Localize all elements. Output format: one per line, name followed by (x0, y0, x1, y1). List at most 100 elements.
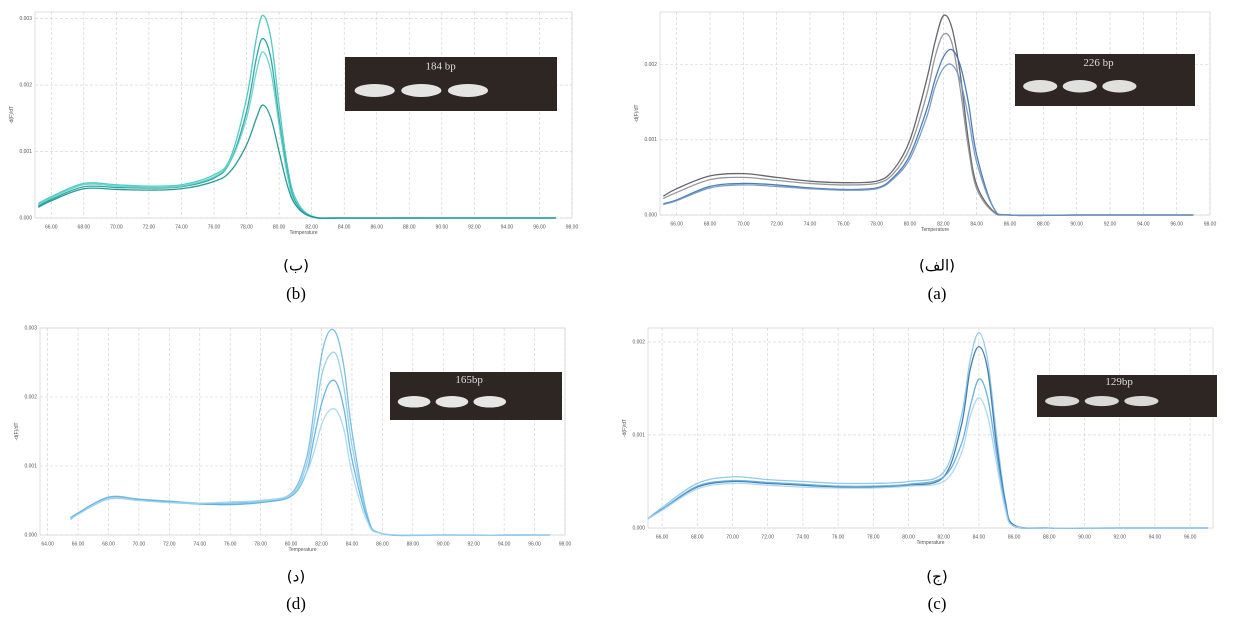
y-tick-label: 0.000 (24, 532, 37, 538)
x-tick-label: 70.00 (133, 541, 146, 547)
plot-area (40, 328, 565, 535)
x-tick-label: 72.00 (761, 534, 774, 540)
x-tick-label: 68.00 (102, 541, 115, 547)
x-tick-label: 94.00 (498, 541, 511, 547)
x-tick-label: 84.00 (338, 224, 351, 230)
gel-band (1124, 396, 1158, 406)
x-axis-title: Temperature (921, 227, 949, 233)
x-tick-label: 84.00 (970, 221, 983, 227)
x-tick-label: 82.00 (315, 541, 328, 547)
x-tick-label: 96.00 (1170, 221, 1183, 227)
x-tick-label: 74.00 (804, 221, 817, 227)
x-tick-label: 70.00 (737, 221, 750, 227)
x-tick-label: 80.00 (902, 534, 915, 540)
gel-label: 165bp (455, 374, 483, 386)
gel-band (355, 84, 395, 97)
gel-band (398, 396, 431, 408)
x-tick-label: 76.00 (832, 534, 845, 540)
y-axis-title: -d(F)/dT (634, 104, 640, 122)
x-tick-label: 78.00 (240, 224, 253, 230)
x-tick-label: 86.00 (376, 541, 389, 547)
x-tick-label: 90.00 (436, 224, 449, 230)
x-tick-label: 78.00 (870, 221, 883, 227)
y-tick-label: 0.001 (644, 137, 657, 143)
gel-label: 184 bp (426, 60, 457, 72)
x-tick-label: 94.00 (1137, 221, 1150, 227)
x-tick-label: 86.00 (1008, 534, 1021, 540)
y-tick-label: 0.000 (644, 212, 657, 218)
x-tick-label: 76.00 (224, 541, 237, 547)
x-tick-label: 76.00 (837, 221, 850, 227)
x-tick-label: 98.00 (566, 224, 579, 230)
x-tick-label: 86.00 (1004, 221, 1017, 227)
gel-label: 129bp (1105, 376, 1133, 388)
x-tick-label: 74.00 (797, 534, 810, 540)
x-tick-label: 72.00 (163, 541, 176, 547)
x-tick-label: 74.00 (194, 541, 207, 547)
caption-persian: (د) (287, 568, 305, 586)
x-tick-label: 78.00 (867, 534, 880, 540)
gel-band (1023, 80, 1057, 92)
x-tick-label: 78.00 (254, 541, 267, 547)
gel-band (448, 84, 488, 97)
panel: 64.00 66.00 68.00 70.00 72.00 74.00 76.00 78.00… (14, 325, 571, 613)
gel-band (1063, 80, 1097, 92)
gel-label: 226 bp (1083, 57, 1114, 69)
y-tick-label: 0.003 (19, 16, 32, 22)
gel-band (1102, 80, 1136, 92)
x-axis-title: Temperature (289, 230, 317, 236)
x-tick-label: 94.00 (501, 224, 514, 230)
x-tick-label: 92.00 (467, 541, 480, 547)
x-tick-label: 98.00 (1204, 221, 1217, 227)
caption-english: (d) (286, 594, 306, 613)
x-tick-label: 66.00 (45, 224, 58, 230)
y-axis-title: -d(F)/dT (622, 419, 628, 437)
x-tick-label: 92.00 (468, 224, 481, 230)
panel: 66.00 68.00 70.00 72.00 74.00 76.00 78.00 80.00… (622, 328, 1217, 613)
x-tick-label: 84.00 (973, 534, 986, 540)
y-tick-label: 0.001 (24, 463, 37, 469)
x-tick-label: 72.00 (770, 221, 783, 227)
y-tick-label: 0.002 (19, 82, 32, 88)
y-tick-label: 0.001 (632, 432, 645, 438)
x-tick-label: 70.00 (726, 534, 739, 540)
gel-band (1045, 396, 1079, 406)
x-tick-label: 90.00 (437, 541, 450, 547)
gel-band (473, 396, 506, 408)
x-tick-label: 68.00 (691, 534, 704, 540)
x-tick-label: 96.00 (533, 224, 546, 230)
y-tick-label: 0.002 (24, 394, 37, 400)
x-tick-label: 98.00 (559, 541, 572, 547)
y-axis-title: -d(F)/dT (9, 106, 15, 124)
y-tick-label: 0.000 (632, 525, 645, 531)
x-tick-label: 84.00 (346, 541, 359, 547)
gel-band (436, 396, 469, 408)
y-tick-label: 0.003 (24, 325, 37, 331)
x-tick-label: 92.00 (1113, 534, 1126, 540)
x-tick-label: 64.00 (41, 541, 54, 547)
caption-english: (b) (286, 284, 306, 303)
y-tick-label: 0.002 (644, 62, 657, 68)
x-tick-label: 66.00 (670, 221, 683, 227)
caption-persian: (ب) (283, 257, 309, 275)
x-tick-label: 94.00 (1149, 534, 1162, 540)
x-tick-label: 68.00 (78, 224, 91, 230)
x-tick-label: 74.00 (175, 224, 188, 230)
x-tick-label: 66.00 (656, 534, 669, 540)
caption-english: (a) (928, 284, 947, 303)
x-tick-label: 66.00 (72, 541, 85, 547)
caption-persian: (الف) (919, 257, 955, 275)
gel-band (401, 84, 441, 97)
x-tick-label: 90.00 (1070, 221, 1083, 227)
x-tick-label: 76.00 (208, 224, 221, 230)
x-axis-title: Temperature (288, 547, 316, 553)
x-tick-label: 96.00 (1184, 534, 1197, 540)
x-tick-label: 68.00 (704, 221, 717, 227)
x-tick-label: 92.00 (1104, 221, 1117, 227)
x-tick-label: 88.00 (407, 541, 420, 547)
gel-band (1085, 396, 1119, 406)
x-tick-label: 90.00 (1078, 534, 1091, 540)
y-tick-label: 0.000 (19, 215, 32, 221)
y-tick-label: 0.001 (19, 149, 32, 155)
